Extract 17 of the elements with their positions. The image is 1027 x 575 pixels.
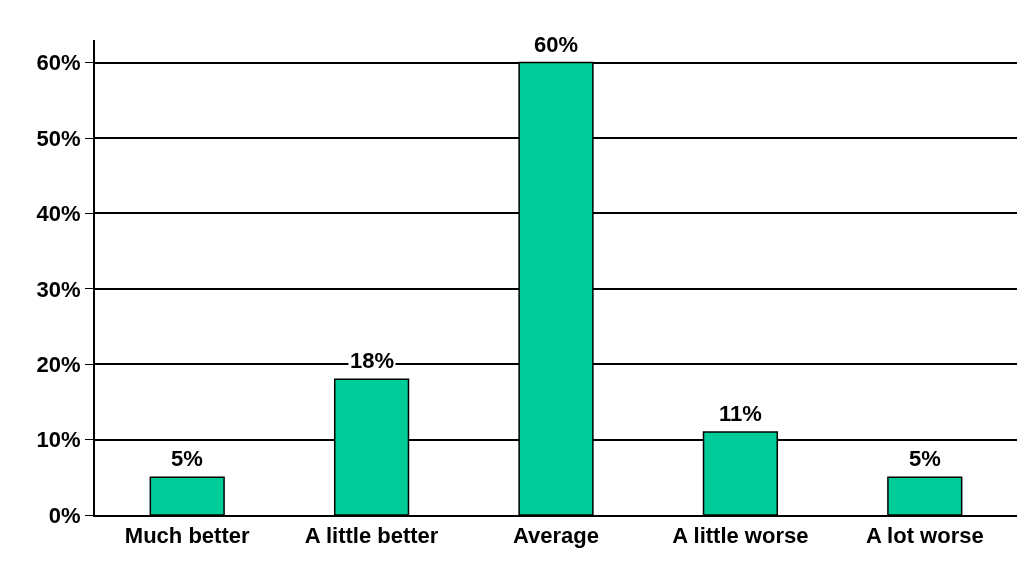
x-tick-label: A little worse <box>672 523 809 549</box>
data-label: 60% <box>534 32 579 57</box>
y-tick-label: 20% <box>36 351 81 377</box>
x-tick-label: A lot worse <box>865 523 984 549</box>
x-tick-label: Average <box>512 523 600 549</box>
data-label: 18% <box>350 348 395 373</box>
data-label: 5% <box>171 446 203 471</box>
data-label: 11% <box>719 401 762 426</box>
y-tick-label: 0% <box>48 502 81 528</box>
data-label: 5% <box>909 446 941 471</box>
x-tick-label: Much better <box>124 523 250 549</box>
y-tick-label: 40% <box>36 201 81 227</box>
y-tick-label: 60% <box>36 50 81 76</box>
y-tick-label: 10% <box>36 427 81 453</box>
y-tick-label: 50% <box>36 125 81 151</box>
y-tick-label: 30% <box>36 276 81 302</box>
x-tick-label: A little better <box>304 523 439 549</box>
